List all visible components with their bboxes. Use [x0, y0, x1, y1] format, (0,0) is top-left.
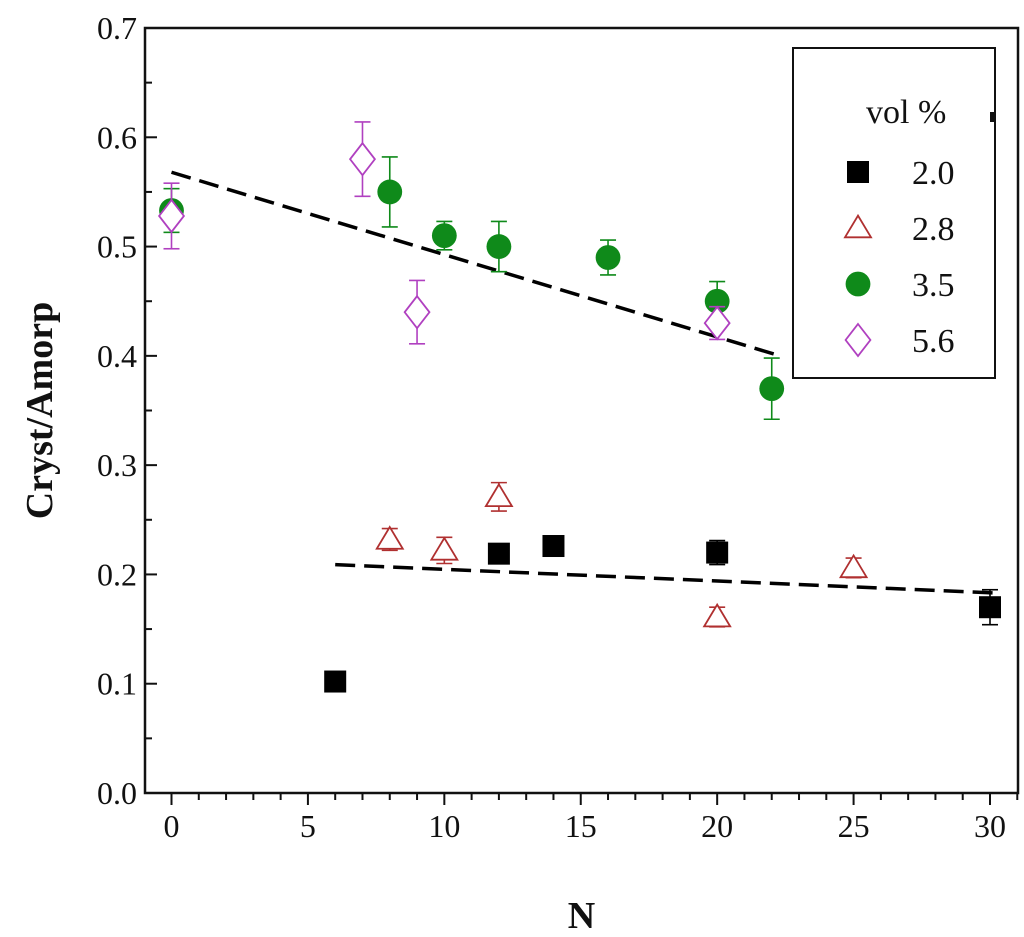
x-tick-label: 0	[164, 808, 180, 844]
y-tick-label: 0.3	[97, 447, 137, 483]
data-point-2.0	[542, 535, 565, 558]
x-tick-label: 30	[974, 808, 1006, 844]
legend-marker-2.8	[843, 213, 873, 239]
legend-label-3.5: 3.5	[912, 267, 955, 304]
data-point-2.0	[324, 670, 347, 693]
y-axis-title: Cryst/Amorp	[19, 302, 61, 519]
legend: vol % 2.0 2.8 3.5 5.6	[792, 47, 996, 379]
trend-lines	[170, 170, 996, 595]
data-point-3.5	[377, 179, 403, 205]
y-tick-label: 0.7	[97, 10, 137, 46]
data-point-5.6	[403, 294, 431, 330]
data-point-5.6	[157, 198, 186, 234]
data-point-3.5	[431, 223, 457, 249]
data-point-2.8	[375, 525, 405, 550]
legend-marker-2.0	[847, 161, 869, 183]
legend-box	[792, 47, 996, 379]
data-series	[157, 121, 1001, 693]
data-point-3.5	[759, 376, 785, 402]
legend-label-2.8: 2.8	[912, 211, 955, 248]
series-2.0	[324, 535, 1001, 693]
x-tick-label: 25	[838, 808, 870, 844]
y-tick-label: 0.5	[97, 229, 137, 265]
x-tick-label: 10	[428, 808, 460, 844]
lower-trend	[335, 562, 996, 595]
upper-trend	[170, 170, 781, 358]
x-axis-title: N	[568, 895, 595, 937]
series-5.6	[157, 121, 731, 345]
series-3.5	[159, 156, 785, 421]
data-point-2.0	[706, 541, 729, 564]
y-tick-label: 0.4	[97, 338, 137, 374]
data-point-2.0	[979, 596, 1001, 619]
legend-label-5.6: 5.6	[912, 323, 955, 360]
data-point-5.6	[348, 141, 377, 177]
legend-edge-mark	[990, 112, 995, 122]
data-point-2.8	[838, 553, 869, 579]
data-point-3.5	[595, 245, 621, 270]
y-tick-label: 0.6	[97, 119, 137, 155]
legend-label-2.0: 2.0	[912, 155, 955, 192]
series-2.8	[375, 481, 869, 628]
legend-marker-5.6	[844, 322, 872, 358]
data-point-2.0	[487, 542, 510, 565]
axes: 0.0 0.1 0.2 0.3 0.4 0.5 0.6 0.7 0 5 10 15 20 25 30	[97, 10, 1019, 844]
data-point-2.8	[484, 482, 514, 508]
legend-marker-3.5	[845, 271, 871, 297]
x-tick-label: 15	[565, 808, 597, 844]
legend-title: vol %	[866, 94, 946, 131]
y-tick-label: 0.0	[97, 775, 137, 811]
data-point-3.5	[486, 234, 512, 259]
x-tick-label: 20	[701, 808, 733, 844]
data-point-2.8	[702, 602, 732, 628]
data-point-5.6	[703, 305, 731, 341]
y-tick-label: 0.2	[97, 556, 137, 592]
y-tick-label: 0.1	[97, 666, 137, 702]
x-tick-label: 5	[300, 808, 316, 844]
data-point-2.8	[429, 536, 459, 561]
